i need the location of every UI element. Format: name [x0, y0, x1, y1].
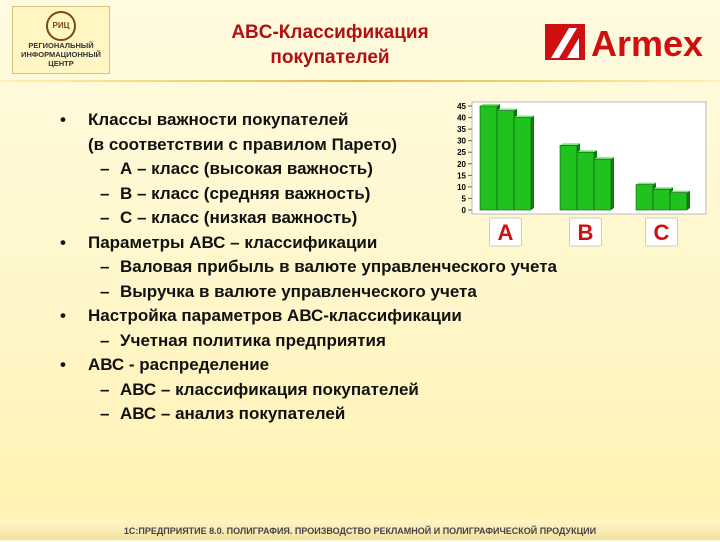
slide-title: ABC-Классификация покупателей — [180, 20, 480, 70]
group-label-box — [645, 217, 678, 247]
bar-top — [636, 182, 656, 185]
bar — [593, 158, 612, 211]
bar-top — [653, 187, 673, 190]
bar — [576, 151, 595, 211]
bullet-item: Валовая прибыль в валюте управленческого… — [60, 255, 557, 280]
bar — [652, 188, 671, 211]
bullet-item: С – класс (низкая важность) — [60, 206, 557, 231]
logo-left: РИЦ РЕГИОНАЛЬНЫЙ ИНФОРМАЦИОННЫЙ ЦЕНТР — [12, 6, 110, 74]
y-tick-label: 30 — [457, 137, 466, 146]
bullet-text: Классы важности покупателей — [88, 110, 349, 129]
logo-text: ЦЕНТР — [48, 59, 74, 68]
bar-top — [594, 157, 614, 160]
bar-top — [480, 104, 500, 106]
bullet-item: Учетная политика предприятия — [60, 329, 557, 354]
bullet-text: Валовая прибыль в валюте управленческого… — [120, 257, 557, 276]
bullet-text: В – класс (средняя важность) — [120, 183, 371, 203]
y-tick-label: 45 — [457, 102, 466, 111]
bullet-item: Настройка параметров АВС-классификации — [60, 304, 557, 329]
bullet-text: АВС - распределение — [88, 355, 270, 374]
bullet-text: АВС – классификация покупателей — [120, 379, 419, 399]
bar — [635, 184, 654, 211]
bar-top — [560, 143, 580, 146]
title-line: покупателей — [270, 47, 390, 68]
bullet-item: Параметры АВС – классификации — [60, 231, 557, 256]
divider — [0, 80, 720, 82]
y-tick-label: 20 — [457, 160, 466, 169]
bar-group — [669, 190, 690, 211]
bar-top — [670, 190, 690, 193]
bullet-text: Выручка в валюте управленческого учета — [120, 281, 477, 301]
group-label: A — [498, 220, 514, 245]
bar-top — [497, 108, 517, 111]
bullet-text: С – класс (низкая важность) — [120, 208, 358, 227]
logo-text: ИНФОРМАЦИОННЫЙ — [21, 50, 101, 59]
logo-mark: РИЦ — [46, 11, 76, 41]
bullet-list: Классы важности покупателей (в соответств… — [60, 108, 557, 427]
y-tick-label: 5 — [462, 194, 467, 203]
bar — [479, 105, 498, 211]
bullet-item: АВС – анализ покупателей — [60, 402, 557, 427]
y-tick-label: 40 — [457, 114, 466, 123]
y-tick-label: 15 — [457, 171, 466, 180]
y-tick-label: 25 — [457, 148, 466, 157]
bar — [496, 110, 515, 211]
y-tick-label: 35 — [457, 125, 466, 134]
bullet-item: АВС – классификация покупателей — [60, 378, 557, 403]
group-label-box — [489, 217, 522, 247]
bar-group — [593, 157, 614, 211]
bullet-item: Выручка в валюте управленческого учета — [60, 280, 557, 305]
bullet-text: Параметры АВС – классификации — [88, 232, 378, 252]
bar-side — [611, 157, 614, 210]
bullet-item: А – класс (высокая важность) — [60, 157, 557, 182]
y-tick-label: 10 — [457, 183, 466, 192]
logo-right: Armex — [545, 23, 703, 64]
bullet-text: А – класс (высокая важность) — [120, 159, 373, 178]
bullet-item: В – класс (средняя важность) — [60, 182, 557, 207]
y-tick-label: 0 — [462, 206, 467, 215]
bullet-item: Классы важности покупателей (в соответств… — [60, 108, 557, 157]
bar — [669, 192, 688, 211]
bullet-text: Учетная политика предприятия — [120, 330, 386, 350]
logo-glyph — [551, 28, 579, 58]
bar-top — [514, 115, 534, 118]
bar-side — [687, 190, 690, 210]
abc-chart: 0 5 10 15 20 25 30 35 40 45 A B C — [457, 101, 707, 247]
bar-side — [531, 115, 534, 210]
bar — [559, 144, 578, 211]
bar-group — [513, 115, 534, 211]
bar-top — [577, 150, 597, 153]
bullet-text: Настройка параметров АВС-классификации — [88, 306, 462, 325]
footer: 1С:ПРЕДПРИЯТИЕ 8.0. ПОЛИГРАФИЯ. ПРОИЗВОД… — [0, 520, 720, 540]
bar — [513, 117, 532, 211]
logo-word: Armex — [591, 23, 703, 64]
group-label: C — [654, 220, 670, 245]
group-label-box — [569, 217, 602, 247]
bullet-item: АВС - распределение — [60, 353, 557, 378]
bullet-text: (в соответствии с правилом Парето) — [88, 134, 398, 154]
logo-text: РЕГИОНАЛЬНЫЙ — [28, 41, 94, 50]
title-line: ABC-Классификация — [231, 22, 429, 43]
group-label: B — [578, 220, 594, 245]
bullet-text: АВС – анализ покупателей — [120, 404, 346, 423]
